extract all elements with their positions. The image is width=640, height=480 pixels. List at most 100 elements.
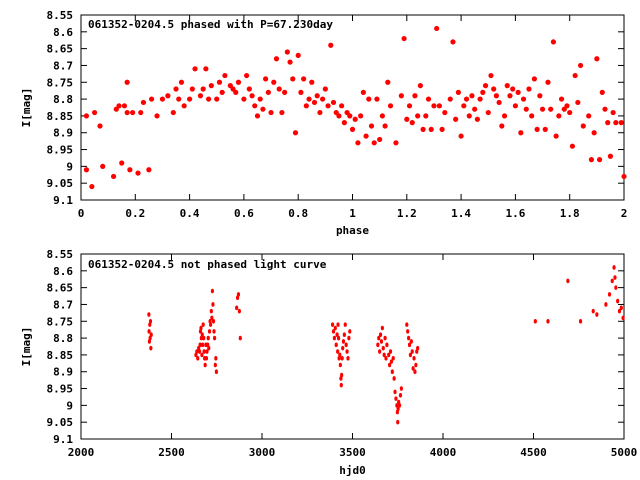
data-point	[214, 96, 220, 102]
data-point	[317, 109, 323, 116]
data-point	[595, 312, 599, 317]
data-point	[254, 113, 261, 119]
data-point	[347, 335, 351, 341]
data-point	[116, 103, 122, 109]
data-point	[616, 298, 620, 304]
data-point	[301, 76, 307, 82]
y-tick-label: 8.65	[47, 282, 74, 295]
data-point	[207, 329, 212, 334]
data-point	[216, 79, 223, 85]
data-point	[504, 83, 510, 89]
x-tick-label: 3500	[339, 446, 366, 459]
data-point	[330, 99, 337, 106]
data-point	[295, 52, 301, 58]
data-point	[412, 355, 416, 361]
data-point	[210, 288, 215, 294]
data-point	[619, 305, 623, 311]
data-point	[379, 113, 385, 119]
x-tick-label: 1	[349, 207, 356, 220]
data-point	[416, 345, 420, 351]
data-point	[466, 113, 472, 119]
data-point	[496, 99, 502, 106]
data-point	[257, 96, 263, 102]
data-point	[407, 342, 412, 348]
data-point	[417, 83, 423, 89]
data-point	[406, 103, 413, 109]
data-point	[178, 79, 185, 85]
data-point	[222, 72, 228, 79]
y-tick-label: 8.95	[47, 144, 74, 157]
data-point	[207, 345, 211, 351]
data-point	[187, 96, 193, 102]
data-point	[539, 106, 546, 112]
data-point	[389, 359, 394, 364]
data-point	[388, 349, 393, 354]
data-point	[604, 302, 608, 307]
data-point	[610, 109, 616, 116]
data-point	[91, 109, 98, 116]
data-point	[341, 120, 347, 126]
data-point	[591, 130, 597, 136]
data-point	[436, 103, 442, 109]
data-point	[271, 79, 277, 85]
data-point	[385, 79, 391, 85]
data-point	[241, 96, 247, 102]
data-point	[382, 352, 386, 358]
data-point	[377, 335, 381, 341]
data-point	[343, 322, 347, 327]
data-point	[198, 342, 202, 348]
data-point	[147, 312, 151, 317]
data-point	[358, 113, 364, 119]
data-point	[396, 419, 400, 425]
data-point	[138, 109, 144, 116]
data-point	[203, 66, 209, 72]
chart-2: 2000 2500 3000 3500 4000 4500 5000 8.55 8.6 8.65 8…	[20, 248, 637, 477]
data-point	[214, 355, 218, 361]
data-point	[613, 120, 619, 126]
data-point	[360, 89, 366, 95]
data-point	[376, 342, 380, 348]
x-tick-label: 2500	[158, 446, 185, 459]
data-point	[211, 318, 216, 324]
data-point	[149, 332, 153, 338]
data-point	[368, 123, 375, 129]
data-point	[341, 339, 346, 344]
chart-title: 061352-0204.5 phased with P=67.230day	[88, 18, 333, 31]
y-tick-label: 8.7	[53, 298, 73, 311]
x-axis-label: hjd0	[339, 464, 366, 477]
data-point	[614, 285, 618, 290]
data-point	[602, 106, 608, 112]
data-point	[378, 332, 383, 338]
data-point	[344, 342, 348, 348]
data-point	[586, 113, 592, 119]
data-point	[396, 406, 400, 412]
data-point	[461, 103, 467, 109]
data-point	[314, 93, 320, 99]
data-point	[202, 335, 206, 341]
data-point	[332, 335, 336, 341]
data-point	[548, 106, 554, 112]
data-point	[493, 93, 499, 99]
data-point	[420, 126, 426, 132]
data-point	[140, 99, 147, 106]
plot-frame	[80, 253, 625, 440]
data-point	[287, 59, 293, 65]
data-point	[374, 96, 380, 102]
data-point	[303, 103, 309, 109]
data-point	[154, 113, 160, 119]
y-tick-label: 9	[66, 399, 73, 412]
data-point	[335, 332, 339, 338]
data-point	[129, 109, 136, 116]
data-point	[510, 86, 516, 92]
data-point	[149, 345, 153, 351]
data-point	[205, 349, 209, 354]
data-point	[411, 366, 415, 371]
data-point	[382, 123, 388, 129]
data-point	[165, 93, 171, 99]
data-point	[83, 113, 90, 119]
y-tick-label: 8.9	[53, 127, 73, 140]
y-axis-label: I[mag]	[20, 88, 33, 128]
data-point	[577, 62, 584, 69]
data-point	[265, 89, 271, 95]
data-point	[397, 403, 402, 408]
